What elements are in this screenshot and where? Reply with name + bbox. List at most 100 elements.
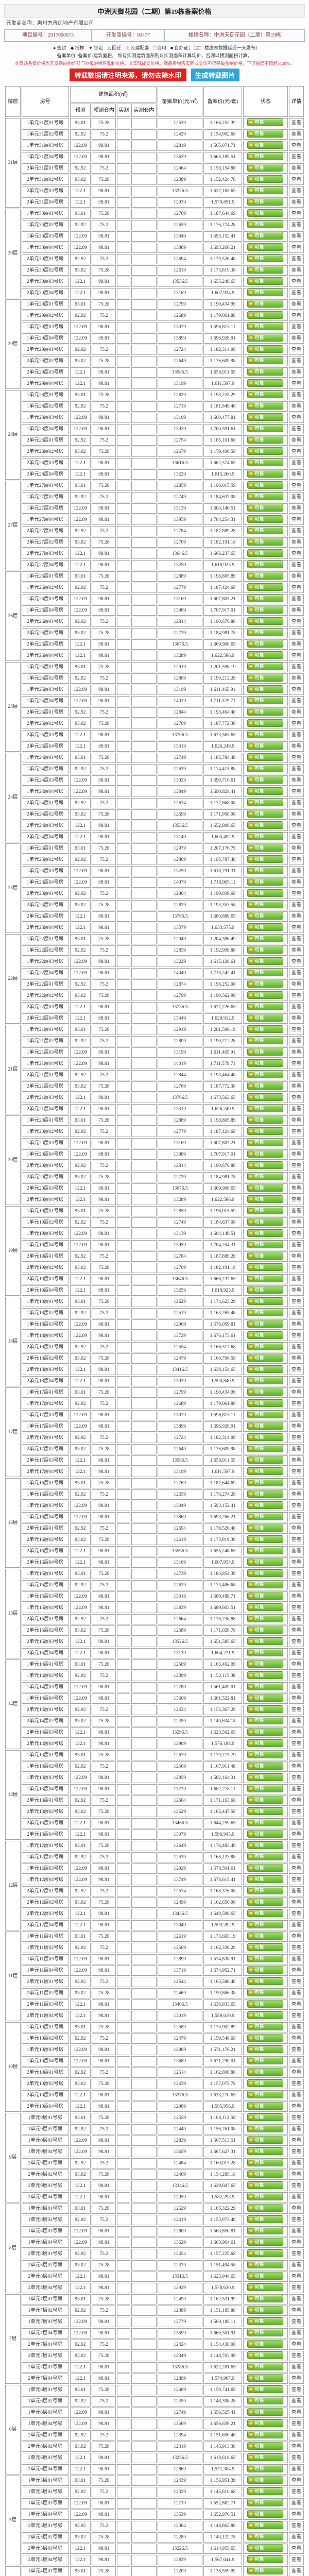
- view-detail-link[interactable]: 查看: [291, 1719, 301, 1724]
- view-detail-link[interactable]: 查看: [291, 121, 301, 126]
- view-detail-link[interactable]: 查看: [291, 2059, 301, 2064]
- view-detail-link[interactable]: 查看: [291, 585, 301, 590]
- view-detail-link[interactable]: 查看: [291, 687, 301, 692]
- view-detail-link[interactable]: 查看: [291, 823, 301, 828]
- view-detail-link[interactable]: 查看: [291, 370, 301, 375]
- view-detail-link[interactable]: 查看: [291, 789, 301, 794]
- view-detail-link[interactable]: 查看: [291, 291, 301, 296]
- view-detail-link[interactable]: 查看: [291, 925, 301, 930]
- view-detail-link[interactable]: 查看: [291, 2399, 301, 2404]
- view-detail-link[interactable]: 查看: [291, 1186, 301, 1191]
- view-detail-link[interactable]: 查看: [291, 1696, 301, 1701]
- view-detail-link[interactable]: 查看: [291, 1911, 301, 1917]
- view-detail-link[interactable]: 查看: [291, 608, 301, 613]
- view-detail-link[interactable]: 查看: [291, 2308, 301, 2313]
- view-detail-link[interactable]: 查看: [291, 1537, 301, 1543]
- view-detail-link[interactable]: 查看: [291, 2229, 301, 2234]
- view-detail-link[interactable]: 查看: [291, 1662, 301, 1667]
- view-detail-link[interactable]: 查看: [291, 2013, 301, 2019]
- view-detail-link[interactable]: 查看: [291, 1945, 301, 1951]
- view-detail-link[interactable]: 查看: [291, 982, 301, 987]
- view-detail-link[interactable]: 查看: [291, 1685, 301, 1690]
- view-detail-link[interactable]: 查看: [291, 1843, 301, 1849]
- view-detail-link[interactable]: 查看: [291, 971, 301, 976]
- view-detail-link[interactable]: 查看: [291, 245, 301, 250]
- view-detail-link[interactable]: 查看: [291, 597, 301, 602]
- view-detail-link[interactable]: 查看: [291, 1469, 301, 1475]
- view-detail-link[interactable]: 查看: [291, 1288, 301, 1293]
- view-detail-link[interactable]: 查看: [291, 132, 301, 137]
- view-detail-link[interactable]: 查看: [291, 1549, 301, 1554]
- view-detail-link[interactable]: 查看: [291, 2138, 301, 2143]
- view-detail-link[interactable]: 查看: [291, 393, 301, 398]
- view-detail-link[interactable]: 查看: [291, 2172, 301, 2177]
- view-detail-link[interactable]: 查看: [291, 143, 301, 148]
- view-detail-link[interactable]: 查看: [291, 2047, 301, 2053]
- view-detail-link[interactable]: 查看: [291, 2557, 301, 2563]
- view-detail-link[interactable]: 查看: [291, 1900, 301, 1905]
- view-detail-link[interactable]: 查看: [291, 2535, 301, 2540]
- view-detail-link[interactable]: 查看: [291, 959, 301, 964]
- view-detail-link[interactable]: 查看: [291, 200, 301, 205]
- view-detail-link[interactable]: 查看: [291, 1628, 301, 1633]
- view-detail-link[interactable]: 查看: [291, 755, 301, 760]
- view-detail-link[interactable]: 查看: [291, 2410, 301, 2415]
- view-detail-link[interactable]: 查看: [291, 1356, 301, 1361]
- view-detail-link[interactable]: 查看: [291, 2104, 301, 2109]
- view-detail-link[interactable]: 查看: [291, 2342, 301, 2347]
- view-detail-link[interactable]: 查看: [291, 903, 301, 908]
- view-detail-link[interactable]: 查看: [291, 948, 301, 953]
- view-detail-link[interactable]: 查看: [291, 1855, 301, 1860]
- view-detail-link[interactable]: 查看: [291, 812, 301, 817]
- view-detail-link[interactable]: 查看: [291, 2285, 301, 2291]
- view-detail-link[interactable]: 查看: [291, 1481, 301, 1486]
- view-detail-link[interactable]: 查看: [291, 1005, 301, 1010]
- view-detail-link[interactable]: 查看: [291, 1367, 301, 1372]
- view-detail-link[interactable]: 查看: [291, 438, 301, 443]
- view-detail-link[interactable]: 查看: [291, 2478, 301, 2483]
- view-detail-link[interactable]: 查看: [291, 1979, 301, 1985]
- view-detail-link[interactable]: 查看: [291, 177, 301, 182]
- view-detail-link[interactable]: 查看: [291, 2115, 301, 2121]
- view-detail-link[interactable]: 查看: [291, 211, 301, 216]
- view-detail-link[interactable]: 查看: [291, 1571, 301, 1577]
- view-detail-link[interactable]: 查看: [291, 721, 301, 726]
- view-detail-link[interactable]: 查看: [291, 2297, 301, 2302]
- view-detail-link[interactable]: 查看: [291, 1322, 301, 1327]
- view-detail-link[interactable]: 查看: [291, 268, 301, 273]
- view-detail-link[interactable]: 查看: [291, 1877, 301, 1883]
- view-detail-link[interactable]: 查看: [291, 676, 301, 681]
- view-detail-link[interactable]: 查看: [291, 1379, 301, 1384]
- view-detail-link[interactable]: 查看: [291, 914, 301, 919]
- view-detail-link[interactable]: 查看: [291, 846, 301, 851]
- view-detail-link[interactable]: 查看: [291, 1107, 301, 1112]
- view-detail-link[interactable]: 查看: [291, 1957, 301, 1962]
- view-detail-link[interactable]: 查看: [291, 381, 301, 386]
- view-detail-link[interactable]: 查看: [291, 2365, 301, 2370]
- view-detail-link[interactable]: 查看: [291, 461, 301, 466]
- view-detail-link[interactable]: 查看: [291, 1594, 301, 1599]
- view-detail-link[interactable]: 查看: [291, 2263, 301, 2268]
- view-detail-link[interactable]: 查看: [291, 1492, 301, 1497]
- view-detail-link[interactable]: 查看: [291, 869, 301, 874]
- view-detail-link[interactable]: 查看: [291, 993, 301, 998]
- view-detail-link[interactable]: 查看: [291, 2036, 301, 2041]
- view-detail-link[interactable]: 查看: [291, 336, 301, 341]
- view-detail-link[interactable]: 查看: [291, 891, 301, 896]
- view-detail-link[interactable]: 查看: [291, 1617, 301, 1622]
- view-detail-link[interactable]: 查看: [291, 189, 301, 194]
- view-detail-link[interactable]: 查看: [291, 1560, 301, 1565]
- view-detail-link[interactable]: 查看: [291, 1832, 301, 1837]
- view-detail-link[interactable]: 查看: [291, 1073, 301, 1078]
- view-detail-link[interactable]: 查看: [291, 1821, 301, 1826]
- view-detail-link[interactable]: 查看: [291, 1639, 301, 1645]
- view-detail-link[interactable]: 查看: [291, 2002, 301, 2007]
- view-detail-link[interactable]: 查看: [291, 415, 301, 420]
- view-detail-link[interactable]: 查看: [291, 1515, 301, 1520]
- view-detail-link[interactable]: 查看: [291, 1333, 301, 1338]
- view-detail-link[interactable]: 查看: [291, 2195, 301, 2200]
- view-detail-link[interactable]: 查看: [291, 2127, 301, 2132]
- view-detail-link[interactable]: 查看: [291, 2489, 301, 2495]
- view-detail-link[interactable]: 查看: [291, 302, 301, 307]
- view-detail-link[interactable]: 查看: [291, 1265, 301, 1270]
